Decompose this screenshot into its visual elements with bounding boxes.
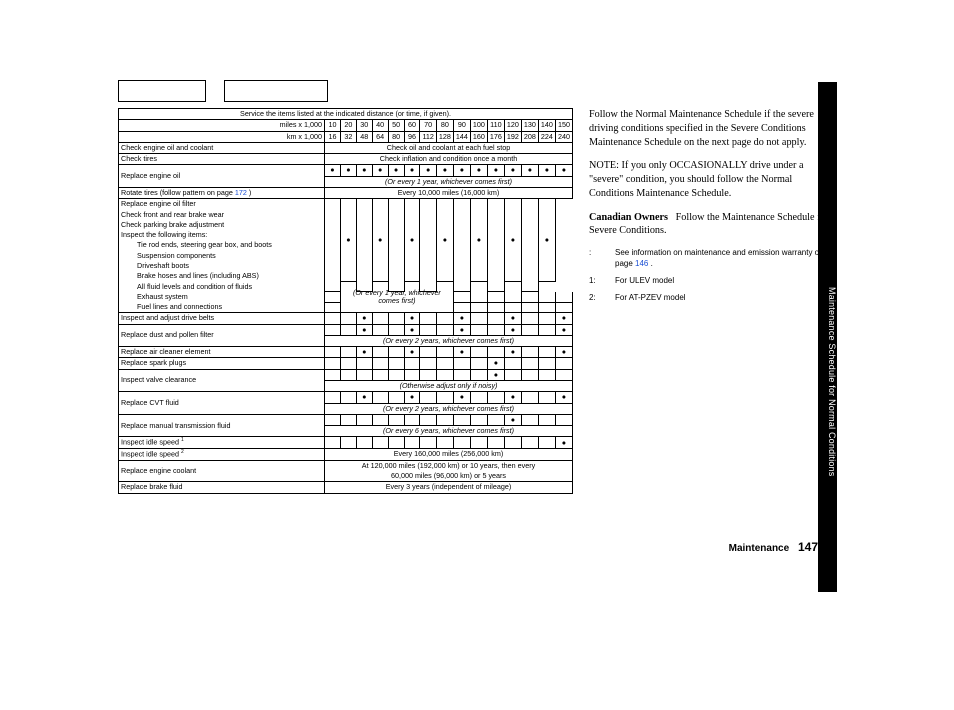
row-rotate-tires: Rotate tires (follow pattern on page 172… [119,187,325,198]
row-fluid-levels: All fluid levels and condition of fluids [119,282,325,292]
header-box-2 [224,80,328,102]
row-parking-brake: Check parking brake adjustment [119,220,325,230]
row-check-tires: Check tires [119,154,325,165]
row-brake-fluid: Replace brake fluid [119,482,325,493]
row-idle2: Inspect idle speed 2 [119,449,325,461]
row-drive-belts: Inspect and adjust drive belts [119,313,325,324]
row-driveshaft: Driveshaft boots [119,261,325,271]
para-2: NOTE: If you only OCCASIONALLY drive und… [589,159,834,200]
row-brake-hoses: Brake hoses and lines (including ABS) [119,271,325,281]
row-idle1: Inspect idle speed 1 [119,437,325,449]
page-footer: Maintenance 147 [118,540,818,554]
maintenance-table: Service the items listed at the indicate… [118,108,573,494]
row-tie-rod: Tie rod ends, steering gear box, and boo… [119,240,325,250]
row-exhaust: Exhaust system [119,292,325,302]
miles-label: miles x 1,000 [119,120,325,131]
service-note: Service the items listed at the indicate… [119,109,573,120]
page-link-172[interactable]: 172 [235,188,247,197]
para-1: Follow the Normal Maintenance Schedule i… [589,108,834,149]
row-air-cleaner: Replace air cleaner element [119,347,325,358]
row-replace-oil: Replace engine oil [119,165,325,188]
row-brake-wear: Check front and rear brake wear [119,210,325,220]
text-column: Follow the Normal Maintenance Schedule i… [589,108,834,309]
para-3: Canadian Owners Follow the Maintenance S… [589,211,834,239]
footnotes: :See information on maintenance and emis… [589,248,834,303]
row-coolant: Replace engine coolant [119,460,325,482]
row-spark-plugs: Replace spark plugs [119,358,325,369]
row-oil-filter: Replace engine oil filter [119,199,325,210]
row-inspect-items: Inspect the following items: [119,230,325,240]
page-link-146[interactable]: 146 [635,259,648,268]
header-box-1 [118,80,206,102]
row-manual-trans: Replace manual transmission fluid [119,414,325,437]
row-suspension: Suspension components [119,251,325,261]
row-valve-clearance: Inspect valve clearance [119,369,325,392]
row-cvt-fluid: Replace CVT fluid [119,392,325,415]
row-fuel-lines: Fuel lines and connections [119,302,325,313]
km-label: km x 1,000 [119,131,325,142]
row-dust-filter: Replace dust and pollen filter [119,324,325,347]
section-tab: Maintenance Schedule for Normal Conditio… [818,82,837,592]
row-check-oil-coolant: Check engine oil and coolant [119,142,325,153]
